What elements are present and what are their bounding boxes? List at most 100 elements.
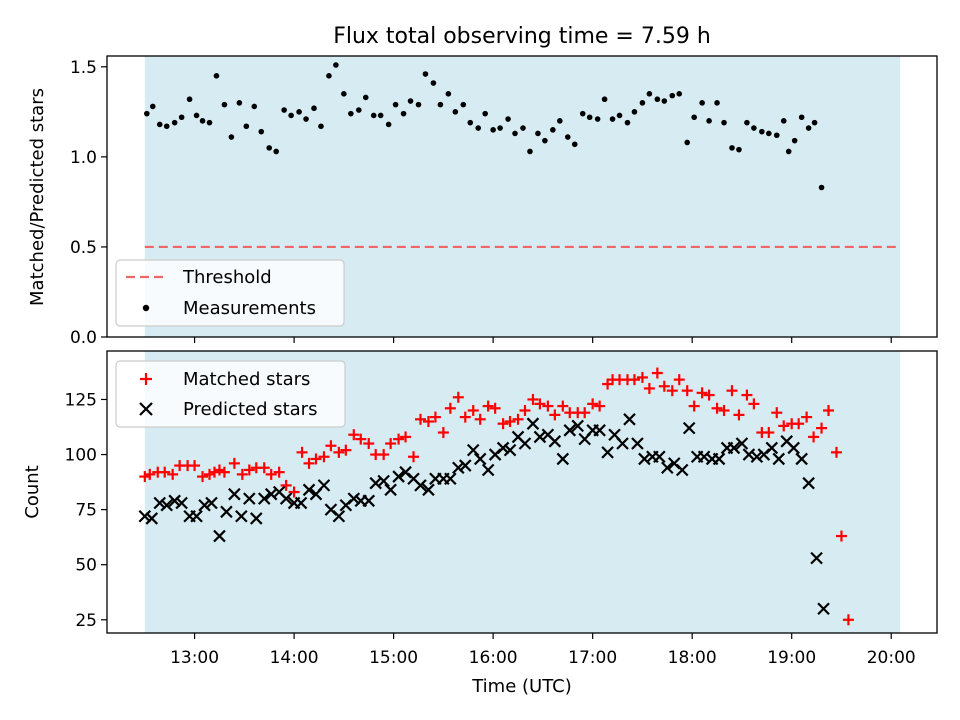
y-tick-label: 0.0 bbox=[70, 328, 97, 348]
x-tick-label: 13:00 bbox=[170, 648, 219, 668]
predicted-star-point bbox=[228, 487, 241, 501]
matched-star-point bbox=[280, 479, 292, 491]
matched-star-point bbox=[497, 418, 509, 430]
count-legend-box bbox=[115, 360, 346, 428]
predicted-stars-series bbox=[138, 413, 830, 616]
matched-star-point bbox=[830, 446, 842, 458]
measurement-point bbox=[646, 91, 653, 97]
predicted-star-point bbox=[697, 450, 711, 464]
predicted-star-point bbox=[787, 441, 800, 455]
predicted-star-point bbox=[638, 452, 651, 466]
matched-star-point bbox=[167, 468, 179, 480]
predicted-star-point bbox=[631, 437, 644, 450]
predicted-star-point bbox=[735, 437, 749, 450]
measurement-point bbox=[773, 132, 780, 139]
measurement-point bbox=[236, 100, 243, 106]
measurement-point bbox=[415, 101, 422, 108]
measurement-point bbox=[303, 116, 309, 122]
measurement-point bbox=[199, 118, 206, 124]
measurement-point bbox=[228, 134, 235, 140]
measurement-point bbox=[535, 130, 541, 137]
legend-cross-marker bbox=[139, 402, 153, 416]
matched-star-point bbox=[718, 404, 730, 416]
matched-star-point bbox=[340, 444, 352, 456]
predicted-star-point bbox=[772, 452, 786, 466]
matched-star-point bbox=[325, 440, 337, 452]
measurement-point bbox=[791, 137, 798, 144]
measurement-point bbox=[311, 105, 317, 112]
matched-star-point bbox=[273, 466, 285, 478]
measurement-point bbox=[639, 100, 646, 106]
legend-matched-label: Matched stars bbox=[183, 369, 310, 390]
count-y-label: Count bbox=[22, 465, 43, 518]
measurement-point bbox=[149, 103, 156, 110]
predicted-star-point bbox=[160, 498, 173, 512]
matched-star-point bbox=[504, 416, 516, 427]
matched-star-point bbox=[793, 418, 805, 430]
predicted-star-point bbox=[452, 461, 465, 475]
measurement-point bbox=[281, 107, 287, 113]
matched-star-point bbox=[651, 367, 663, 379]
legend-threshold-label: Threshold bbox=[182, 267, 272, 288]
y-tick-label: 125 bbox=[65, 390, 97, 410]
predicted-star-point bbox=[503, 443, 517, 457]
time-x-label: Time (UTC) bbox=[471, 676, 572, 697]
measurement-point bbox=[144, 110, 150, 117]
matched-star-point bbox=[303, 457, 315, 469]
predicted-star-point bbox=[220, 505, 233, 519]
predicted-star-point bbox=[466, 443, 480, 457]
predicted-star-point bbox=[264, 487, 278, 501]
matched-star-point bbox=[189, 460, 201, 472]
measurement-point bbox=[805, 125, 812, 131]
matched-stars-series bbox=[139, 367, 854, 626]
matched-star-point bbox=[726, 385, 738, 397]
matched-star-point bbox=[204, 468, 216, 480]
y-tick-label: 75 bbox=[75, 501, 97, 521]
measurement-point bbox=[186, 96, 193, 103]
predicted-star-point bbox=[593, 424, 606, 437]
matched-star-point bbox=[666, 385, 678, 397]
predicted-star-point bbox=[294, 496, 308, 510]
measurement-point bbox=[400, 110, 407, 117]
matched-star-point bbox=[288, 486, 300, 498]
predicted-star-point bbox=[496, 441, 510, 455]
matched-star-point bbox=[197, 471, 209, 483]
measurement-point bbox=[296, 109, 302, 115]
measurement-point bbox=[333, 62, 339, 68]
matched-star-point bbox=[400, 431, 412, 443]
measurement-point bbox=[392, 101, 399, 108]
measurement-point bbox=[520, 125, 526, 131]
matched-star-point bbox=[414, 413, 426, 425]
predicted-star-point bbox=[138, 509, 152, 523]
predicted-star-point bbox=[347, 492, 361, 505]
predicted-star-point bbox=[675, 463, 689, 477]
matched-star-point bbox=[688, 400, 700, 412]
measurement-point bbox=[684, 139, 691, 146]
y-tick-label: 50 bbox=[75, 556, 97, 576]
matched-star-point bbox=[643, 382, 655, 394]
measurement-point bbox=[445, 91, 452, 97]
matched-star-point bbox=[408, 451, 420, 463]
measurement-point bbox=[564, 134, 571, 140]
predicted-star-point bbox=[802, 476, 815, 490]
predicted-star-point bbox=[168, 494, 181, 508]
matched-star-point bbox=[355, 433, 367, 445]
y-tick-label: 0.5 bbox=[70, 238, 97, 258]
matched-star-point bbox=[801, 411, 813, 423]
matched-star-point bbox=[310, 453, 322, 465]
matched-star-point bbox=[144, 468, 156, 480]
measurement-point bbox=[482, 110, 488, 117]
measurement-point bbox=[736, 146, 742, 153]
measurement-point bbox=[348, 110, 354, 117]
measurement-point bbox=[460, 101, 467, 108]
matched-star-point bbox=[579, 407, 591, 419]
matched-star-point bbox=[628, 374, 640, 386]
measurement-point bbox=[706, 118, 712, 124]
matched-star-point bbox=[429, 411, 441, 423]
measurement-point bbox=[818, 184, 825, 191]
legend-matched-swatch bbox=[140, 373, 152, 385]
count-panel: 25 50 75 100 125 13:00 14:00 15:00 16:00 17:00 18… bbox=[22, 350, 938, 697]
matched-star-point bbox=[549, 409, 561, 421]
legend-measurements-swatch bbox=[142, 304, 150, 312]
predicted-star-point bbox=[243, 492, 256, 505]
